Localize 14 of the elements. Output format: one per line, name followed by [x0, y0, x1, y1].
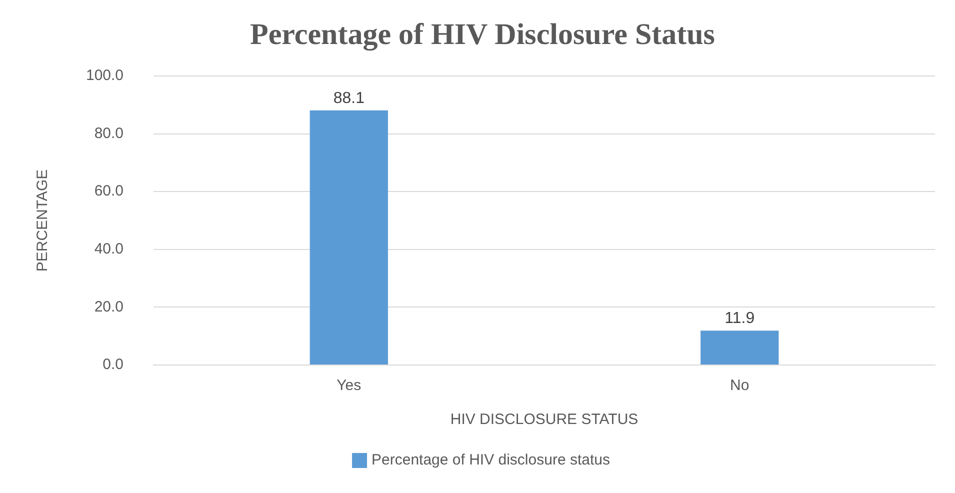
- x-tick-label: No: [730, 377, 750, 394]
- data-label: 88.1: [333, 90, 365, 107]
- y-tick-label: 60.0: [94, 182, 124, 200]
- data-label: 11.9: [724, 310, 755, 328]
- y-tick-label: 40.0: [94, 240, 124, 258]
- y-tick-label: 100.0: [86, 67, 124, 84]
- x-axis-title: HIV DISCLOSURE STATUS: [450, 411, 638, 428]
- legend-label: Percentage of HIV disclosure status: [372, 452, 610, 469]
- y-tick-label: 80.0: [94, 124, 124, 142]
- y-tick-label: 0.0: [102, 356, 124, 374]
- chart-title: Percentage of HIV Disclosure Status: [250, 18, 715, 51]
- y-tick-label: 20.0: [94, 298, 124, 316]
- y-axis-title: PERCENTAGE: [34, 169, 52, 272]
- x-tick-label: Yes: [336, 377, 362, 394]
